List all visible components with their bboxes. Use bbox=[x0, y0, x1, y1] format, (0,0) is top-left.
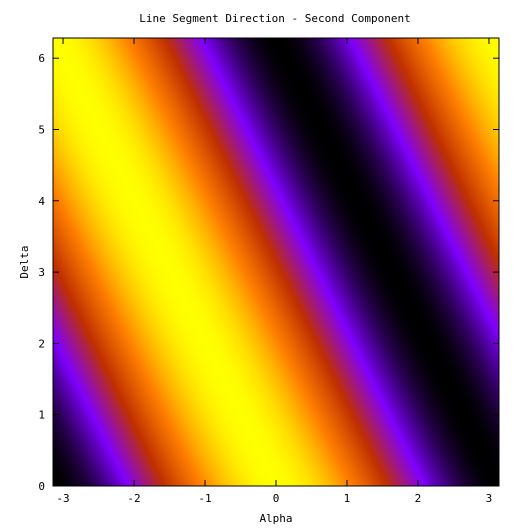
x-tick-label: -2 bbox=[127, 492, 140, 505]
x-axis: -3 -2 -1 0 1 2 3 bbox=[56, 38, 492, 505]
x-axis-label: Alpha bbox=[259, 512, 292, 525]
y-axis: 0 1 2 3 4 5 6 bbox=[38, 52, 499, 493]
y-tick-label: 4 bbox=[38, 195, 45, 208]
y-tick-label: 2 bbox=[38, 337, 45, 350]
heatmap-surface bbox=[53, 38, 499, 486]
x-tick-label: 0 bbox=[273, 492, 280, 505]
x-tick-label: -1 bbox=[198, 492, 211, 505]
y-tick-label: 6 bbox=[38, 52, 45, 65]
y-tick-label: 3 bbox=[38, 266, 45, 279]
y-tick-label: 1 bbox=[38, 409, 45, 422]
x-tick-label: 3 bbox=[486, 492, 493, 505]
x-tick-label: 2 bbox=[415, 492, 422, 505]
x-tick-label: 1 bbox=[344, 492, 351, 505]
y-tick-label: 0 bbox=[38, 480, 45, 493]
x-tick-label: -3 bbox=[56, 492, 69, 505]
chart-title: Line Segment Direction - Second Componen… bbox=[139, 12, 411, 25]
y-axis-label: Delta bbox=[18, 245, 31, 278]
y-tick-label: 5 bbox=[38, 123, 45, 136]
